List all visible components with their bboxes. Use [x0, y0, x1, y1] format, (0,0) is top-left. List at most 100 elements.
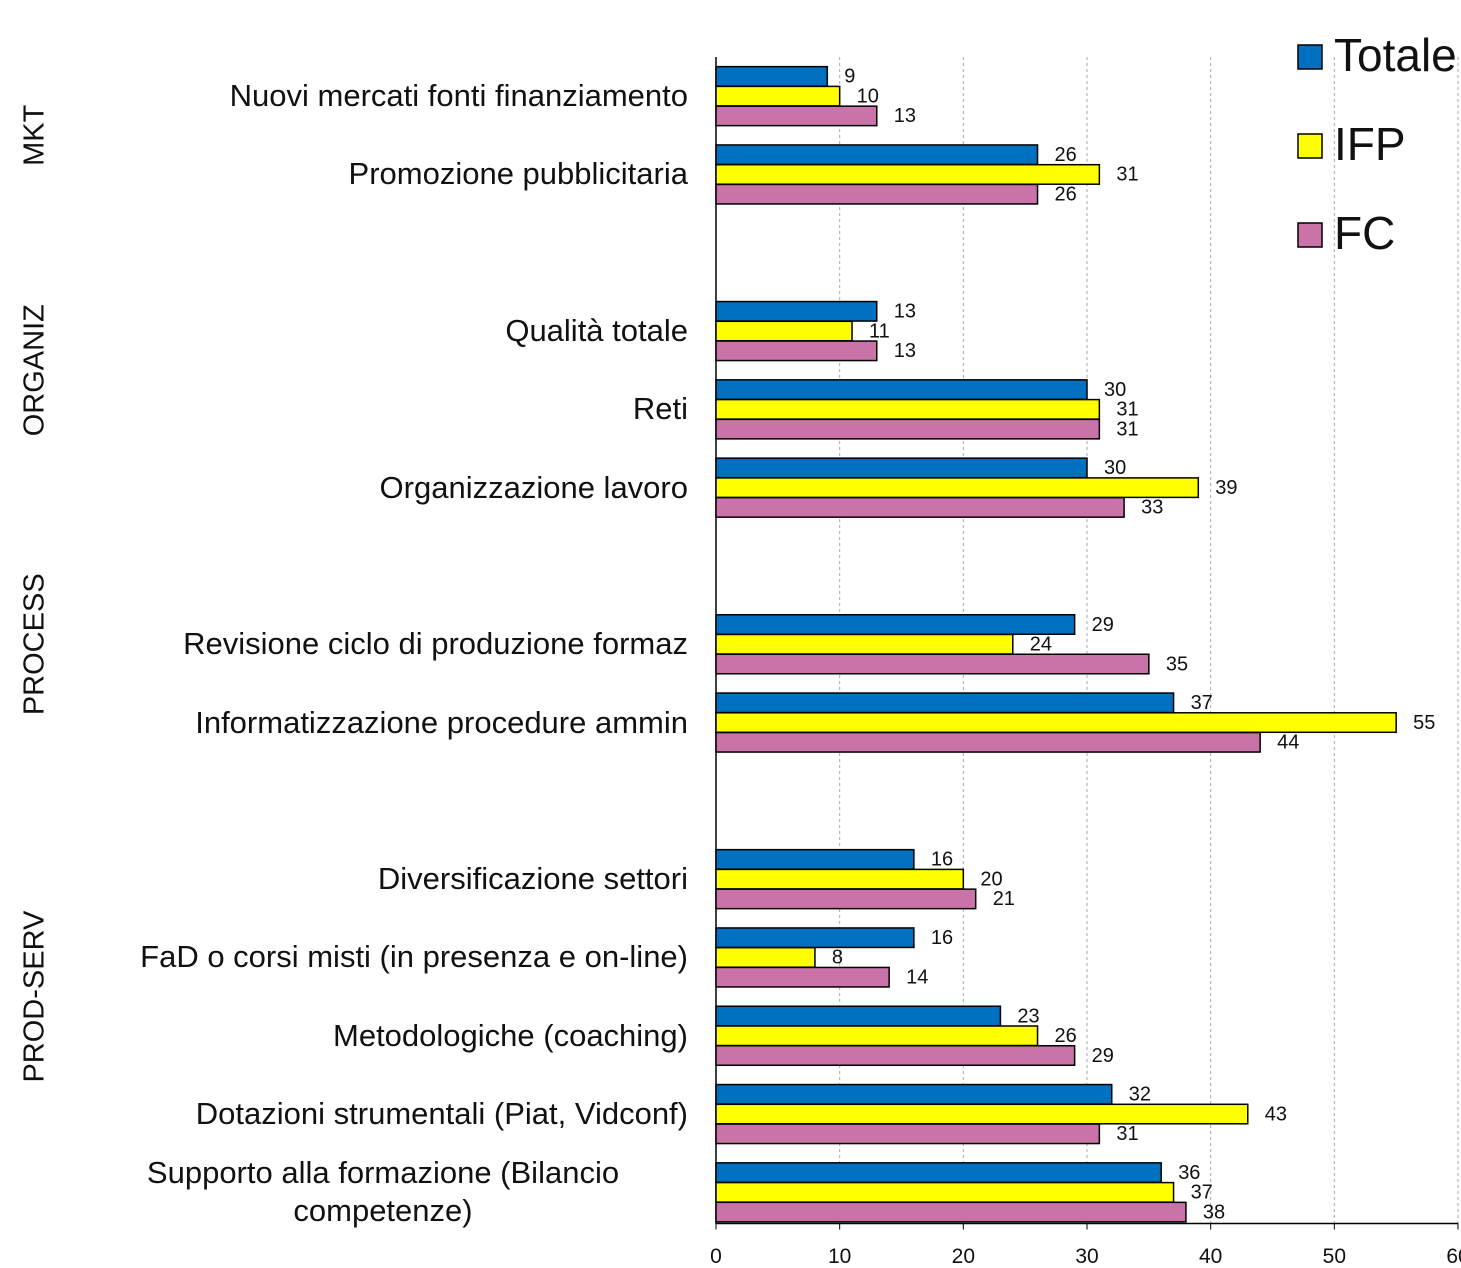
bar [715, 340, 878, 362]
bar [715, 163, 1101, 185]
group-label: MKT [19, 104, 51, 166]
x-tick-label: 20 [952, 1245, 975, 1268]
legend-swatch [1297, 222, 1323, 248]
legend-label: FC [1334, 207, 1395, 259]
data-label: 29 [1092, 1045, 1114, 1067]
bar [715, 946, 816, 968]
data-label: 29 [1092, 614, 1114, 636]
bar [715, 888, 977, 910]
category-label: Promozione pubblicitaria [348, 156, 688, 192]
category-label: Informatizzazione procedure ammin [195, 704, 688, 740]
bar [715, 320, 853, 342]
x-tick-label: 0 [710, 1245, 722, 1268]
legend-label: IFP [1334, 118, 1406, 170]
bar [715, 712, 1397, 734]
data-label: 39 [1215, 477, 1237, 499]
bar [715, 848, 915, 870]
data-label: 23 [1017, 1005, 1039, 1027]
bar [715, 868, 965, 890]
data-label: 32 [1129, 1084, 1151, 1106]
category-label: Nuovi mercati fonti finanziamento [229, 78, 688, 114]
data-label: 31 [1116, 418, 1138, 440]
data-label: 35 [1166, 653, 1188, 675]
x-tick-label: 40 [1199, 1245, 1222, 1268]
data-label: 13 [894, 301, 916, 323]
data-label: 37 [1191, 1182, 1213, 1204]
bar [715, 1005, 1002, 1027]
data-label: 33 [1141, 497, 1163, 519]
bar [715, 653, 1150, 675]
bar [715, 692, 1175, 714]
bar [715, 418, 1101, 440]
data-label: 26 [1055, 144, 1077, 166]
data-label: 36 [1178, 1162, 1200, 1184]
category-label: Supporto alla formazione (Bilancio compe… [146, 1155, 620, 1229]
data-label: 26 [1055, 183, 1077, 205]
data-label: 55 [1413, 712, 1435, 734]
category-label: Qualità totale [505, 313, 688, 349]
data-label: 26 [1055, 1025, 1077, 1047]
data-label: 8 [832, 947, 843, 969]
group-label: ORGANIZ [19, 304, 51, 436]
bar [715, 300, 878, 322]
category-label: Metodologiche (coaching) [333, 1017, 688, 1053]
data-label: 24 [1030, 634, 1052, 656]
bar [715, 85, 841, 107]
bar [715, 1045, 1076, 1066]
bar [715, 496, 1125, 518]
bar [715, 1103, 1249, 1125]
data-label: 9 [844, 66, 855, 88]
bar [715, 477, 1200, 499]
data-label: 31 [1116, 1123, 1138, 1145]
x-tick-label: 10 [828, 1245, 851, 1268]
bar [715, 379, 1088, 401]
x-tick-label: 30 [1075, 1245, 1098, 1268]
category-label: Organizzazione lavoro [379, 469, 688, 505]
data-label: 38 [1203, 1201, 1225, 1223]
bar [715, 183, 1039, 205]
bar [715, 966, 890, 988]
data-label: 13 [894, 340, 916, 362]
category-label: FaD o corsi misti (in presenza e on-line… [140, 939, 688, 975]
bar [715, 1201, 1187, 1223]
legend-swatch [1297, 44, 1323, 70]
legend-label: Totale [1334, 29, 1457, 81]
bar [715, 731, 1261, 753]
data-label: 21 [993, 888, 1015, 910]
data-label: 37 [1191, 692, 1213, 714]
bar [715, 457, 1088, 479]
category-label: Dotazioni strumentali (Piat, Vidconf) [195, 1096, 688, 1132]
data-label: 14 [906, 966, 928, 988]
bar [715, 1025, 1039, 1047]
legend-swatch [1297, 133, 1323, 159]
bar [715, 1083, 1113, 1105]
data-label: 44 [1277, 732, 1299, 754]
data-label: 20 [980, 868, 1002, 890]
bar [715, 614, 1076, 635]
data-label: 16 [931, 927, 953, 949]
group-label: PROD-SERV [19, 910, 51, 1083]
category-label: Reti [632, 391, 688, 427]
data-label: 43 [1265, 1103, 1287, 1125]
bar [715, 105, 878, 127]
bar [715, 1123, 1101, 1145]
category-label: Diversificazione settori [377, 861, 688, 897]
data-label: 30 [1104, 457, 1126, 479]
bar [715, 1162, 1162, 1184]
category-label: Revisione ciclo di produzione formaz [183, 626, 688, 662]
data-label: 30 [1104, 379, 1126, 401]
x-tick-label: 50 [1323, 1245, 1346, 1268]
data-label: 16 [931, 849, 953, 871]
bar [715, 633, 1014, 655]
x-tick-label: 60 [1446, 1245, 1461, 1268]
data-label: 31 [1116, 399, 1138, 421]
bar [715, 927, 915, 949]
bar [715, 1181, 1175, 1203]
bar [715, 65, 829, 87]
data-label: 11 [869, 320, 890, 342]
data-label: 13 [894, 105, 916, 127]
data-label: 10 [857, 85, 879, 107]
data-label: 31 [1116, 164, 1138, 186]
